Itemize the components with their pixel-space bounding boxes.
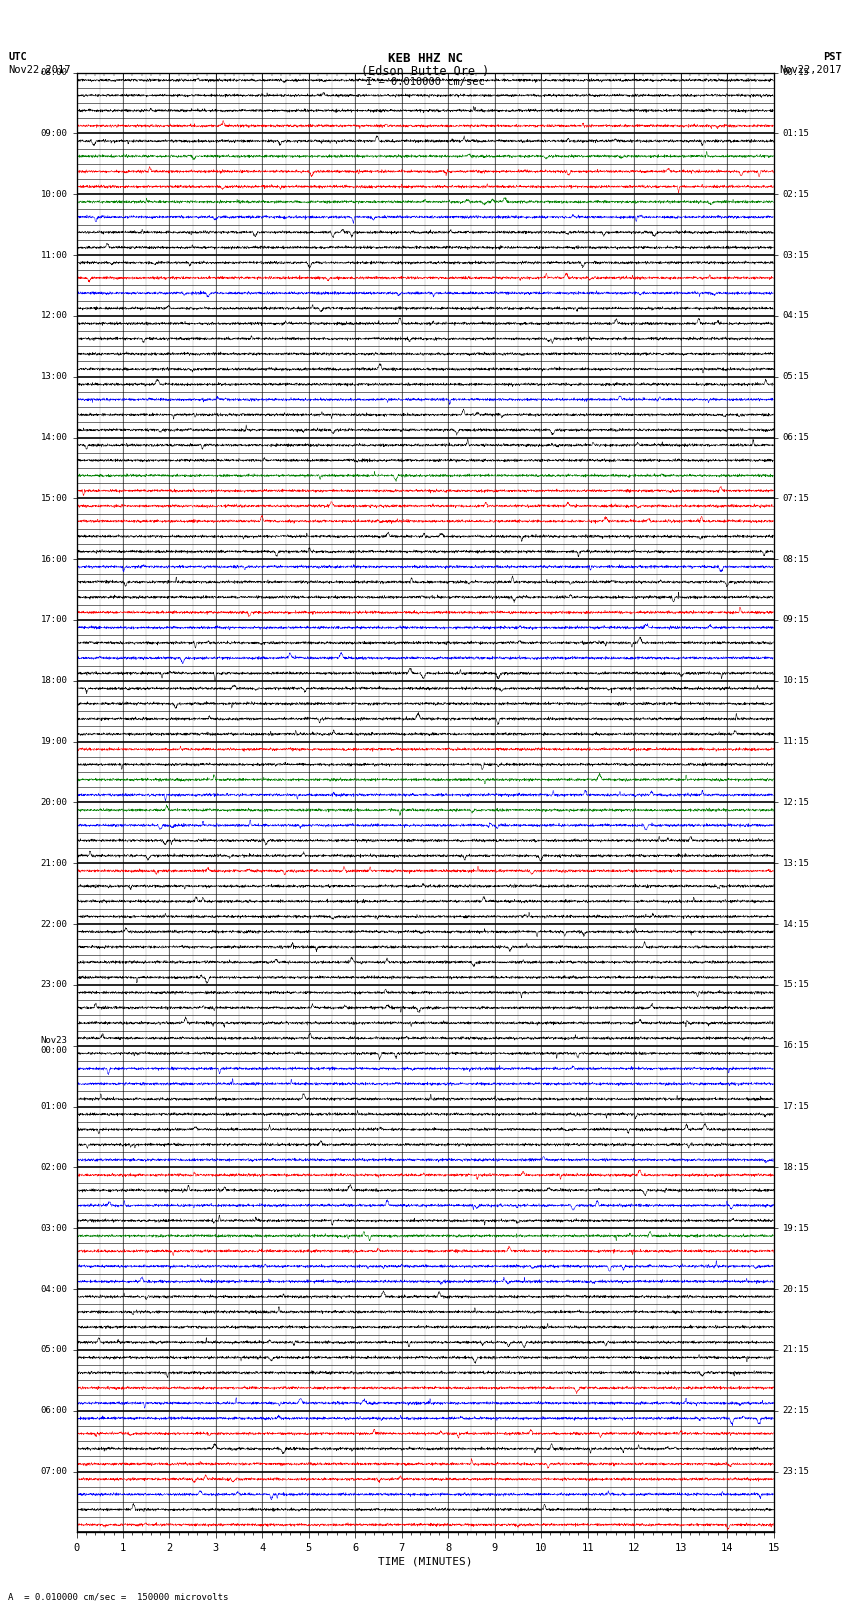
Text: Nov22,2017: Nov22,2017: [8, 65, 71, 74]
Text: (Edson Butte Ore ): (Edson Butte Ore ): [361, 65, 489, 77]
Text: PST: PST: [823, 52, 842, 61]
Text: A  = 0.010000 cm/sec =  150000 microvolts: A = 0.010000 cm/sec = 150000 microvolts: [8, 1592, 229, 1602]
X-axis label: TIME (MINUTES): TIME (MINUTES): [377, 1557, 473, 1566]
Text: KEB HHZ NC: KEB HHZ NC: [388, 52, 462, 65]
Text: I = 0.010000 cm/sec: I = 0.010000 cm/sec: [366, 77, 484, 87]
Text: Nov22,2017: Nov22,2017: [779, 65, 842, 74]
Text: UTC: UTC: [8, 52, 27, 61]
